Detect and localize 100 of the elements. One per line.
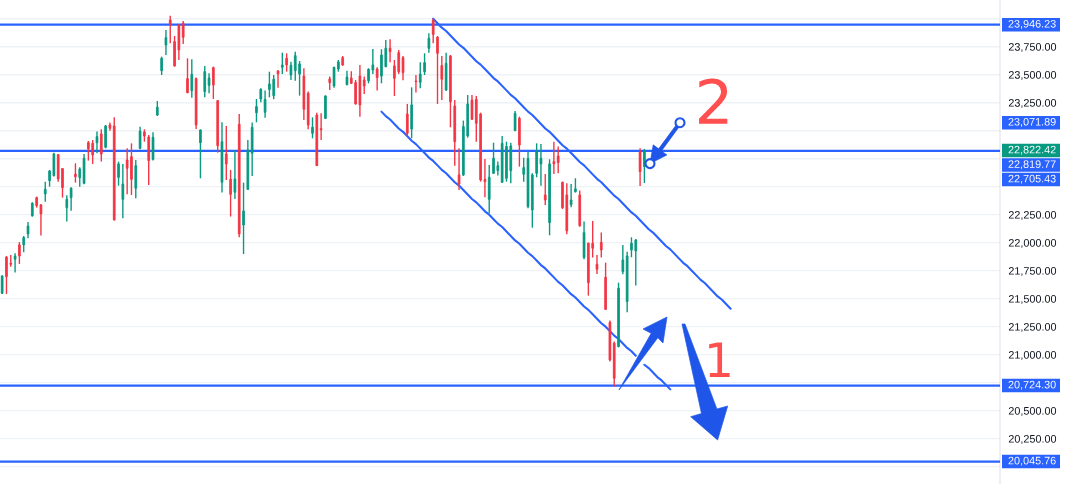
y-tick-label: 23,750.00: [1008, 43, 1057, 53]
candlestick: [548, 158, 551, 236]
candlestick: [87, 140, 90, 162]
candlestick: [341, 55, 344, 67]
candlestick: [418, 61, 422, 90]
candlestick: [574, 177, 577, 194]
candlestick: [285, 52, 288, 73]
candlestick: [552, 140, 556, 175]
annotation: 2: [699, 78, 728, 124]
candlestick: [410, 86, 413, 139]
candlestick: [543, 173, 547, 206]
y-tick-label: 20,500.00: [1008, 407, 1057, 416]
y-tick-label: 21,000.00: [1008, 351, 1057, 360]
candlestick: [324, 94, 327, 120]
candlestick: [13, 252, 17, 274]
candlestick: [599, 231, 603, 259]
y-tick-label: 22,000.00: [1008, 239, 1057, 248]
candlestick: [311, 116, 314, 139]
candlestick: [643, 148, 646, 184]
candlestick: [168, 14, 172, 45]
candlestick: [31, 201, 34, 218]
candlestick: [569, 183, 573, 208]
candlestick: [134, 159, 138, 200]
candlestick: [354, 79, 357, 106]
candlestick: [505, 140, 508, 183]
candlestick: [190, 58, 194, 99]
candlestick: [125, 147, 129, 195]
candlestick: [380, 48, 383, 85]
candlestick: [207, 72, 211, 94]
y-tick-label: 23,250.00: [1008, 99, 1057, 108]
candlestick: [117, 160, 120, 187]
candlestick: [449, 54, 452, 129]
candlestick: [440, 55, 444, 101]
candlestick: [281, 51, 284, 75]
candlestick: [375, 66, 379, 92]
y-tick-label: 21,500.00: [1008, 295, 1057, 304]
text: 23,071.89: [1008, 117, 1056, 127]
candlestick: [638, 147, 642, 187]
candlestick: [406, 103, 409, 138]
candlestick: [121, 163, 125, 219]
candlestick: [492, 141, 495, 175]
y-tick-label: 20,250.00: [1008, 435, 1057, 444]
candlestick: [293, 50, 297, 82]
candlestick: [397, 49, 401, 75]
candlestick: [423, 52, 426, 76]
candlestick: [431, 17, 435, 45]
candlestick: [319, 112, 323, 141]
y-tick-label: 21,750.00: [1008, 267, 1057, 276]
candlestick: [621, 244, 625, 275]
y-tick-label: 21,250.00: [1008, 323, 1057, 332]
candlestick: [276, 69, 280, 89]
candlestick: [104, 124, 107, 149]
candlestick: [216, 99, 219, 154]
candlestick: [212, 65, 215, 100]
candlestick: [203, 65, 207, 99]
ref-line-label: 20,724.30: [1008, 380, 1056, 390]
candlestick: [156, 100, 159, 117]
candlestick: [95, 130, 99, 155]
candlestick: [18, 241, 21, 265]
candlestick: [99, 128, 103, 163]
candlestick: [186, 57, 189, 94]
ref-line-label: 20,045.76: [1008, 456, 1056, 466]
annotation: 1: [709, 342, 730, 378]
candlestick: [487, 164, 491, 215]
candlestick: [518, 115, 521, 168]
candlestick: [367, 67, 370, 85]
candlestick: [164, 29, 168, 56]
text: 22,705.43: [1008, 174, 1056, 184]
candlestick: [151, 131, 155, 162]
ref-line-label: 22,819.77: [1008, 160, 1056, 170]
text: 22,822.42: [1008, 145, 1056, 155]
candlestick: [388, 38, 392, 63]
y-tick-label: 22,250.00: [1008, 211, 1057, 220]
candlestick: [436, 35, 439, 105]
candlestick: [229, 169, 232, 218]
candlestick: [74, 162, 77, 184]
candlestick: [43, 180, 47, 203]
candlestick: [233, 149, 237, 200]
ref-line-label: 23,946.23: [1008, 19, 1056, 29]
candlestick: [147, 134, 151, 186]
candlestick: [199, 128, 202, 179]
candlestick: [0, 274, 4, 295]
candlestick: [457, 147, 461, 191]
candlestick: [65, 194, 69, 223]
candlestick: [414, 74, 418, 94]
candlestick: [595, 254, 599, 275]
candlestick: [5, 255, 8, 295]
candlestick: [470, 94, 474, 121]
candlestick: [427, 32, 431, 54]
candlestick: [272, 74, 276, 101]
candlestick: [556, 145, 560, 174]
candlestick: [617, 281, 620, 348]
candlestick: [69, 186, 73, 212]
candlestick: [160, 55, 163, 76]
candlestick: [91, 139, 94, 165]
candlestick: [255, 98, 258, 123]
y-tick-label: 23,500.00: [1008, 71, 1057, 81]
candlestick: [604, 261, 607, 311]
candlestick: [539, 143, 543, 187]
candlestick: [242, 181, 245, 255]
